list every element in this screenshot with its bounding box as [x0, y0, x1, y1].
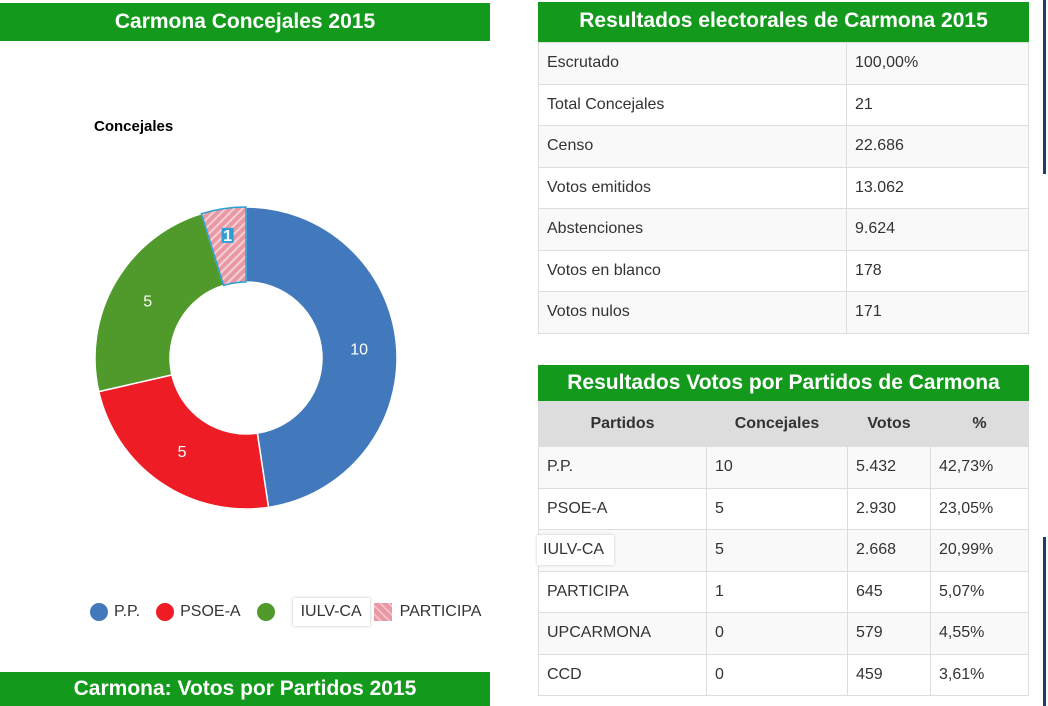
summary-row: Escrutado 100,00%	[538, 42, 1029, 85]
party-concejales-cell: 10	[706, 446, 848, 489]
col-header-percent: %	[930, 401, 1029, 447]
concejales-donut-chart: 10 5 5 1	[94, 206, 398, 510]
legend-label-pp: P.P.	[114, 603, 141, 620]
slice-pp[interactable]	[245, 206, 398, 509]
votos-partidos-header: Carmona: Votos por Partidos 2015	[0, 672, 490, 706]
legend-item-participa[interactable]: PARTICIPA	[373, 603, 482, 621]
scrollbar-edge-top	[1043, 0, 1046, 174]
parties-table: Partidos Concejales Votos % P.P. 10 5.432 4…	[537, 401, 1029, 696]
legend-label-participa: PARTICIPA	[399, 603, 482, 620]
party-votos-cell: 459	[847, 653, 931, 696]
col-header-partidos: Partidos	[538, 401, 707, 447]
party-name-cell: P.P.	[538, 446, 707, 489]
party-concejales-cell: 5	[706, 487, 848, 530]
scrollbar-edge-bottom	[1043, 537, 1046, 706]
summary-label: Votos nulos	[538, 291, 847, 334]
summary-row: Censo 22.686	[538, 125, 1029, 168]
legend-label-psoe: PSOE-A	[180, 603, 241, 620]
chart-title: Concejales	[94, 118, 174, 135]
legend-label-box-iulv[interactable]: IULV-CA	[292, 598, 370, 626]
legend-swatch-iulv	[256, 603, 275, 621]
party-votos-cell: 2.930	[847, 487, 931, 530]
summary-value: 21	[846, 83, 1029, 126]
table-row: PARTICIPA 1 645 5,07%	[538, 570, 1029, 613]
table-row: IULV-CA 5 2.668 20,99%	[537, 529, 1029, 572]
party-concejales-cell: 0	[706, 612, 848, 655]
slice-label-bg-participa	[221, 227, 234, 243]
parties-table-header-row: Partidos Concejales Votos %	[538, 401, 1029, 447]
summary-label: Censo	[538, 125, 847, 168]
summary-label: Votos emitidos	[538, 166, 847, 209]
summary-label: Abstenciones	[538, 208, 847, 251]
summary-row: Total Concejales 21	[538, 83, 1029, 126]
chart-legend: P.P. PSOE-A IULV-CA PARTICIPA	[90, 598, 497, 626]
party-name-cell: CCD	[538, 653, 707, 696]
slice-label-pp: 10	[350, 342, 368, 359]
summary-label: Votos en blanco	[538, 249, 847, 292]
party-votos-cell: 5.432	[847, 446, 931, 489]
summary-table: Escrutado 100,00% Total Concejales 21 Censo 2…	[538, 42, 1029, 334]
summary-value: 178	[846, 249, 1029, 292]
party-name-highlight: IULV-CA	[537, 535, 615, 566]
slice-label-psoe: 5	[178, 444, 187, 461]
table-row: UPCARMONA 0 579 4,55%	[538, 612, 1029, 655]
slice-iulv[interactable]	[94, 212, 225, 393]
party-percent-cell: 4,55%	[930, 612, 1029, 655]
summary-row: Votos en blanco 178	[538, 249, 1029, 292]
party-percent-cell: 20,99%	[930, 529, 1029, 572]
legend-swatch-participa	[373, 603, 392, 621]
party-votos-cell: 579	[847, 612, 931, 655]
summary-value: 171	[846, 291, 1029, 334]
party-percent-cell: 23,05%	[930, 487, 1029, 530]
party-percent-cell: 42,73%	[930, 446, 1029, 489]
table-row: PSOE-A 5 2.930 23,05%	[538, 487, 1029, 530]
summary-row: Votos emitidos 13.062	[538, 166, 1029, 209]
table-row: P.P. 10 5.432 42,73%	[538, 446, 1029, 489]
resultados-header: Resultados electorales de Carmona 2015	[538, 2, 1029, 42]
summary-label: Total Concejales	[538, 83, 847, 126]
summary-label: Escrutado	[538, 42, 847, 85]
col-header-votos: Votos	[847, 401, 931, 447]
summary-value: 100,00%	[846, 42, 1029, 85]
slice-label-iulv: 5	[143, 293, 152, 310]
summary-row: Abstenciones 9.624	[538, 208, 1029, 251]
summary-value: 22.686	[846, 125, 1029, 168]
legend-item-pp[interactable]: P.P.	[90, 603, 140, 621]
table-row: CCD 0 459 3,61%	[538, 653, 1029, 696]
legend-swatch-psoe	[156, 603, 175, 621]
slice-label-participa: 1	[223, 228, 232, 245]
party-votos-cell: 2.668	[847, 529, 931, 572]
concejales-header: Carmona Concejales 2015	[0, 3, 490, 41]
legend-item-iulv[interactable]	[256, 603, 281, 621]
slice-psoe[interactable]	[97, 374, 270, 510]
resultados-partidos-header: Resultados Votos por Partidos de Carmona	[538, 365, 1029, 401]
party-concejales-cell: 0	[706, 653, 848, 696]
party-name-cell: IULV-CA	[537, 529, 707, 572]
party-name-cell: UPCARMONA	[538, 612, 707, 655]
legend-label-iulv: IULV-CA	[300, 603, 362, 620]
party-votos-cell: 645	[847, 570, 931, 613]
party-percent-cell: 5,07%	[930, 570, 1029, 613]
party-concejales-cell: 5	[706, 529, 848, 572]
summary-value: 13.062	[846, 166, 1029, 209]
slice-participa[interactable]	[200, 206, 247, 287]
party-concejales-cell: 1	[706, 570, 848, 613]
summary-row: Votos nulos 171	[538, 291, 1029, 334]
party-name-cell: PARTICIPA	[538, 570, 707, 613]
party-percent-cell: 3,61%	[930, 653, 1029, 696]
col-header-concejales: Concejales	[706, 401, 848, 447]
summary-value: 9.624	[846, 208, 1029, 251]
legend-swatch-pp	[90, 603, 108, 621]
party-name-cell: PSOE-A	[538, 487, 707, 530]
legend-item-psoe[interactable]: PSOE-A	[156, 603, 241, 621]
